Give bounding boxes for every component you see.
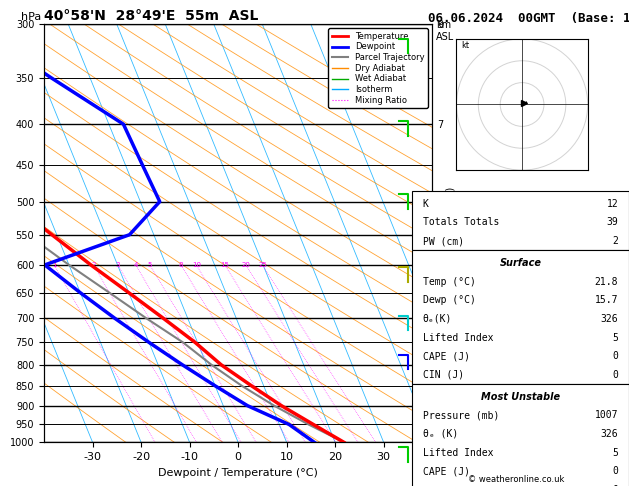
X-axis label: Dewpoint / Temperature (°C): Dewpoint / Temperature (°C) bbox=[158, 468, 318, 478]
Text: PW (cm): PW (cm) bbox=[423, 236, 464, 246]
Text: CIN (J): CIN (J) bbox=[423, 370, 464, 380]
Text: Lifted Index: Lifted Index bbox=[423, 448, 493, 458]
Text: Lifted Index: Lifted Index bbox=[423, 332, 493, 343]
Text: hPa: hPa bbox=[21, 12, 41, 22]
Text: Pressure (mb): Pressure (mb) bbox=[423, 410, 499, 420]
Text: 5: 5 bbox=[612, 448, 618, 458]
Text: Most Unstable: Most Unstable bbox=[481, 392, 560, 401]
Legend: Temperature, Dewpoint, Parcel Trajectory, Dry Adiabat, Wet Adiabat, Isotherm, Mi: Temperature, Dewpoint, Parcel Trajectory… bbox=[328, 29, 428, 108]
FancyBboxPatch shape bbox=[412, 383, 629, 486]
FancyBboxPatch shape bbox=[412, 250, 629, 383]
FancyBboxPatch shape bbox=[412, 191, 629, 250]
Text: Totals Totals: Totals Totals bbox=[423, 217, 499, 227]
Text: 2: 2 bbox=[91, 262, 96, 268]
Text: 5: 5 bbox=[612, 332, 618, 343]
Text: CAPE (J): CAPE (J) bbox=[423, 351, 470, 361]
Text: θₑ(K): θₑ(K) bbox=[423, 314, 452, 324]
Text: 20: 20 bbox=[242, 262, 250, 268]
Text: 2: 2 bbox=[612, 236, 618, 246]
Text: 1007: 1007 bbox=[594, 410, 618, 420]
Text: 0: 0 bbox=[612, 351, 618, 361]
Text: 15: 15 bbox=[220, 262, 230, 268]
Text: 4: 4 bbox=[133, 262, 138, 268]
Text: 3: 3 bbox=[116, 262, 120, 268]
Text: 326: 326 bbox=[601, 429, 618, 439]
Text: CIN (J): CIN (J) bbox=[423, 485, 464, 486]
Text: 12: 12 bbox=[606, 199, 618, 209]
Text: kt: kt bbox=[461, 41, 469, 50]
Text: θₑ (K): θₑ (K) bbox=[423, 429, 458, 439]
Text: 0: 0 bbox=[612, 467, 618, 476]
Text: 15.7: 15.7 bbox=[594, 295, 618, 305]
Text: © weatheronline.co.uk: © weatheronline.co.uk bbox=[467, 474, 564, 484]
Text: Dewp (°C): Dewp (°C) bbox=[423, 295, 476, 305]
Text: 1: 1 bbox=[52, 262, 57, 268]
Text: 10: 10 bbox=[192, 262, 201, 268]
Text: 8: 8 bbox=[179, 262, 183, 268]
Text: 0: 0 bbox=[612, 370, 618, 380]
Text: 326: 326 bbox=[601, 314, 618, 324]
Text: Temp (°C): Temp (°C) bbox=[423, 277, 476, 287]
Text: 21.8: 21.8 bbox=[594, 277, 618, 287]
Text: 39: 39 bbox=[606, 217, 618, 227]
Text: 40°58'N  28°49'E  55m  ASL: 40°58'N 28°49'E 55m ASL bbox=[44, 9, 259, 23]
Text: K: K bbox=[423, 199, 429, 209]
Text: 0: 0 bbox=[612, 485, 618, 486]
Text: LCL: LCL bbox=[432, 416, 450, 426]
Text: 5: 5 bbox=[148, 262, 152, 268]
Text: 25: 25 bbox=[258, 262, 267, 268]
Text: CAPE (J): CAPE (J) bbox=[423, 467, 470, 476]
Text: Surface: Surface bbox=[499, 258, 542, 268]
Text: 06.06.2024  00GMT  (Base: 12): 06.06.2024 00GMT (Base: 12) bbox=[428, 12, 629, 25]
Text: km
ASL: km ASL bbox=[436, 20, 454, 42]
Y-axis label: Mixing Ratio (g/kg): Mixing Ratio (g/kg) bbox=[446, 187, 456, 279]
